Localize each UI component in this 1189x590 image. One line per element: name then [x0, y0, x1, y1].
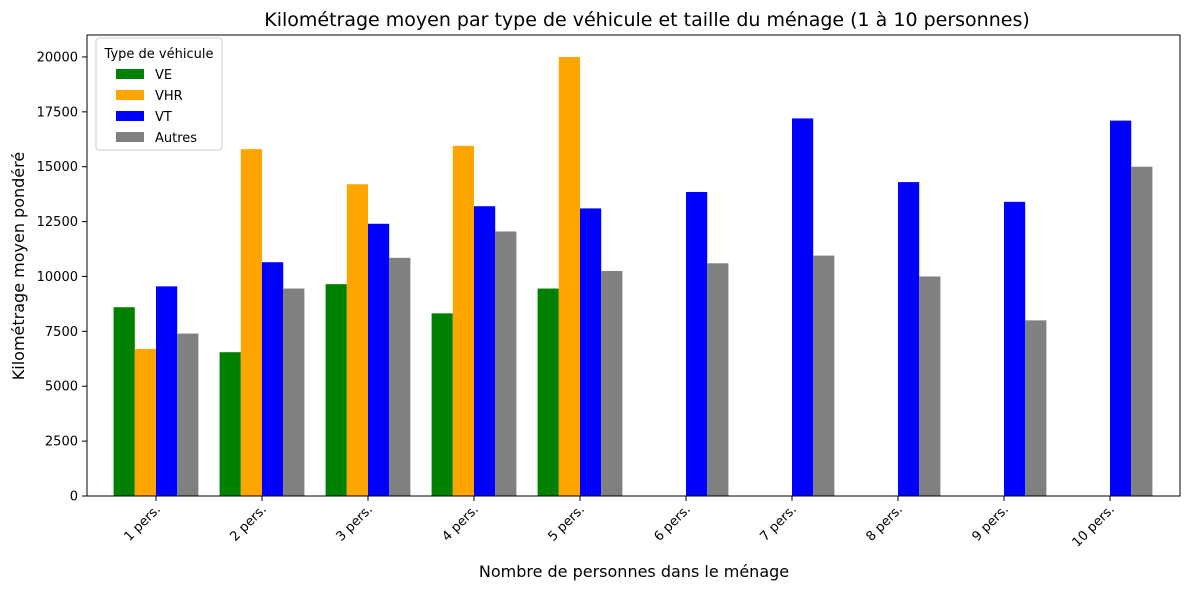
- y-tick-label: 12500: [37, 215, 78, 230]
- bar-vt-7: [792, 118, 814, 497]
- series-vhr: [134, 56, 580, 497]
- y-tick-label: 15000: [37, 160, 78, 175]
- legend-title: Type de véhicule: [104, 47, 214, 62]
- bar-vt-3: [368, 223, 390, 497]
- legend-frame: [95, 37, 223, 151]
- bar-autres-1: [177, 333, 199, 496]
- bar-ve-5: [537, 288, 559, 496]
- bar-vt-9: [1004, 201, 1026, 496]
- bar-vhr-1: [134, 348, 156, 496]
- bar-ve-4: [431, 313, 453, 496]
- bar-vt-10: [1110, 120, 1132, 497]
- plot-frame: [86, 34, 1181, 497]
- y-tick-label: 0: [70, 490, 78, 505]
- bar-vt-5: [580, 208, 602, 497]
- bar-autres-3: [389, 257, 411, 496]
- bar-autres-5: [601, 270, 623, 496]
- y-tick-label: 7500: [45, 325, 78, 340]
- bar-vt-6: [686, 191, 708, 496]
- bar-vhr-3: [346, 184, 368, 496]
- chart-title: Kilométrage moyen par type de véhicule e…: [264, 9, 1030, 31]
- bar-vt-1: [156, 286, 178, 496]
- bar-ve-3: [325, 284, 347, 496]
- series-autres: [177, 166, 1153, 496]
- bar-autres-8: [919, 276, 941, 496]
- bar-vhr-2: [240, 149, 262, 496]
- legend-swatch-autres: [116, 132, 144, 142]
- bar-autres-10: [1131, 166, 1153, 496]
- bar-autres-9: [1025, 320, 1047, 496]
- bar-ve-2: [219, 352, 241, 496]
- y-tick-label: 17500: [37, 105, 78, 120]
- legend-label-autres: Autres: [155, 131, 197, 146]
- legend-label-vt: VT: [155, 110, 172, 125]
- series-ve: [113, 284, 559, 496]
- bar-autres-4: [495, 231, 517, 496]
- bar-vhr-4: [452, 145, 474, 497]
- bar-autres-7: [813, 255, 835, 496]
- bars-layer: [113, 56, 1153, 497]
- legend-swatch-vhr: [116, 90, 144, 100]
- y-tick-label: 5000: [45, 380, 78, 395]
- bar-vt-8: [898, 182, 920, 496]
- legend-swatch-ve: [116, 69, 144, 79]
- y-tick-label: 20000: [37, 50, 78, 65]
- bar-vt-4: [474, 206, 496, 497]
- x-axis-title: Nombre de personnes dans le ménage: [479, 562, 789, 581]
- legend-label-vhr: VHR: [155, 89, 183, 104]
- bar-autres-6: [707, 263, 729, 496]
- legend: Type de véhicule VE VHR VT Autres: [95, 37, 223, 151]
- bar-vt-2: [262, 262, 284, 496]
- series-vt: [156, 118, 1132, 497]
- legend-swatch-vt: [116, 111, 144, 121]
- bar-autres-2: [283, 288, 305, 496]
- y-tick-label: 10000: [37, 270, 78, 285]
- bar-vhr-5: [558, 56, 580, 496]
- bar-ve-1: [113, 307, 135, 496]
- y-tick-label: 2500: [45, 435, 78, 450]
- y-axis-title: Kilométrage moyen pondéré: [9, 152, 28, 380]
- legend-label-ve: VE: [155, 68, 172, 83]
